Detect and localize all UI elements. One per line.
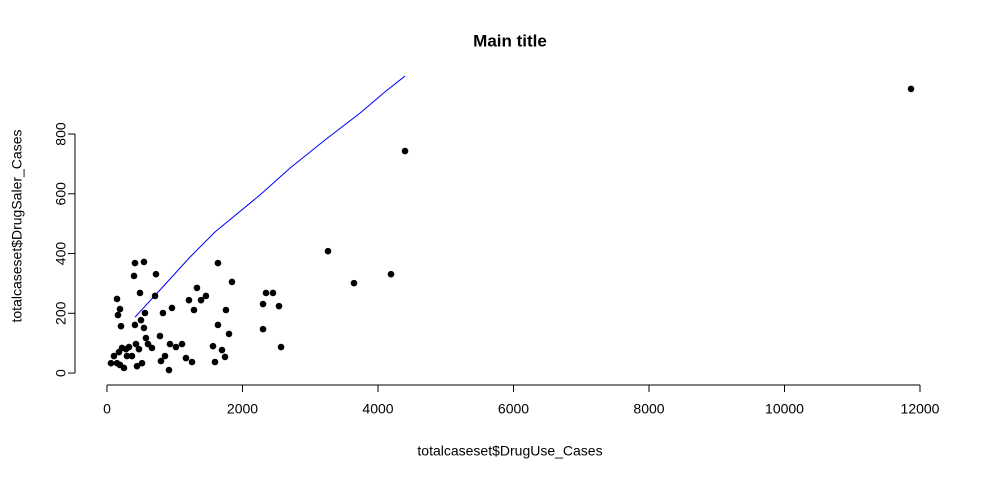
point xyxy=(141,309,149,317)
chart-title: Main title xyxy=(473,31,547,50)
point xyxy=(185,296,193,304)
x-tick-label: 8000 xyxy=(633,401,664,417)
point xyxy=(387,270,395,278)
point xyxy=(907,85,915,93)
point xyxy=(144,340,152,348)
point xyxy=(135,345,143,353)
point xyxy=(209,342,217,350)
point xyxy=(275,302,283,310)
point xyxy=(130,272,138,280)
point xyxy=(228,278,236,286)
point xyxy=(172,343,180,351)
point xyxy=(211,358,219,366)
point xyxy=(350,279,358,287)
point xyxy=(131,321,139,329)
x-tick-label: 12000 xyxy=(901,401,940,417)
x-tick-label: 10000 xyxy=(765,401,804,417)
point xyxy=(214,259,222,267)
point xyxy=(138,359,146,367)
point xyxy=(202,292,210,300)
point xyxy=(259,300,267,308)
point xyxy=(110,352,118,360)
point xyxy=(225,330,233,338)
point xyxy=(214,321,222,329)
point xyxy=(197,296,205,304)
x-tick-label: 2000 xyxy=(227,401,258,417)
point xyxy=(222,306,230,314)
point xyxy=(113,359,121,367)
point xyxy=(117,322,125,330)
point xyxy=(178,340,186,348)
y-tick-label: 0 xyxy=(53,369,69,377)
point xyxy=(168,304,176,312)
point xyxy=(190,306,198,314)
x-axis-label: totalcaseset$DrugUse_Cases xyxy=(417,443,602,459)
point xyxy=(188,358,196,366)
x-tick-label: 4000 xyxy=(362,401,393,417)
point xyxy=(132,340,140,348)
point xyxy=(259,325,267,333)
point xyxy=(161,352,169,360)
point xyxy=(193,284,201,292)
point xyxy=(218,346,226,354)
point xyxy=(166,340,174,348)
point xyxy=(113,295,121,303)
fit-line xyxy=(134,75,406,318)
point xyxy=(140,258,148,266)
point xyxy=(165,366,173,374)
y-tick-label: 600 xyxy=(53,182,69,206)
y-tick-label: 200 xyxy=(53,301,69,325)
point xyxy=(151,292,159,300)
point xyxy=(131,259,139,267)
point xyxy=(123,352,131,360)
point xyxy=(116,305,124,313)
point xyxy=(142,334,150,342)
point xyxy=(120,364,128,372)
point xyxy=(156,332,164,340)
point xyxy=(140,324,148,332)
point xyxy=(137,316,145,324)
y-tick-label: 800 xyxy=(53,122,69,146)
point xyxy=(128,352,136,360)
point xyxy=(401,147,409,155)
point xyxy=(182,354,190,362)
point xyxy=(133,362,141,370)
point xyxy=(114,311,122,319)
point xyxy=(159,309,167,317)
point xyxy=(262,289,270,297)
point xyxy=(277,343,285,351)
point xyxy=(324,247,332,255)
point xyxy=(157,357,165,365)
x-tick-label: 0 xyxy=(103,401,111,417)
point xyxy=(221,353,229,361)
point xyxy=(269,289,277,297)
x-tick-label: 6000 xyxy=(498,401,529,417)
point xyxy=(125,343,133,351)
point xyxy=(136,289,144,297)
point xyxy=(152,270,160,278)
y-tick-label: 400 xyxy=(53,242,69,266)
point xyxy=(107,359,115,367)
y-axis-label: totalcaseset$DrugSaler_Cases xyxy=(9,130,25,323)
